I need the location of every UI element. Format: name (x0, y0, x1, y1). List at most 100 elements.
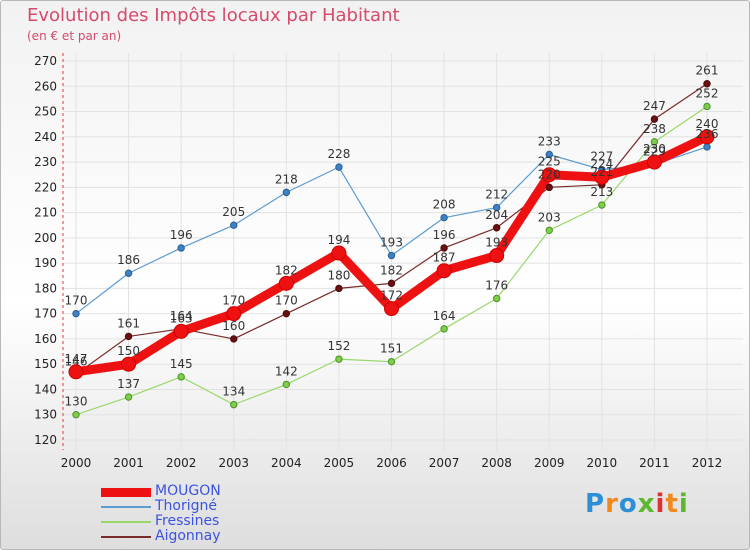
y-tick-label: 180 (34, 281, 57, 295)
data-point (226, 306, 242, 322)
data-label: 220 (538, 167, 561, 181)
data-label: 161 (117, 316, 140, 330)
data-label: 182 (380, 263, 403, 277)
data-label: 164 (433, 309, 456, 323)
y-tick-label: 190 (34, 256, 57, 270)
data-label: 194 (327, 233, 350, 247)
data-label: 187 (433, 251, 456, 265)
x-tick-label: 2000 (61, 456, 92, 470)
x-tick-label: 2004 (271, 456, 302, 470)
logo-letter: P (585, 489, 606, 519)
data-label: 203 (538, 210, 561, 224)
data-point (68, 364, 84, 380)
data-point (72, 411, 80, 419)
y-tick-label: 140 (34, 382, 57, 396)
y-tick-label: 240 (34, 130, 57, 144)
data-point (598, 201, 606, 209)
legend-swatch (101, 488, 151, 497)
data-label: 227 (590, 150, 613, 164)
data-point (177, 373, 185, 381)
data-label: 224 (590, 157, 613, 171)
data-label: 134 (222, 385, 245, 399)
data-label: 172 (380, 289, 403, 303)
data-label: 130 (65, 395, 88, 409)
data-label: 238 (643, 122, 666, 136)
data-point (331, 245, 347, 261)
data-point (282, 309, 291, 318)
data-point (699, 129, 715, 145)
legend-swatch (101, 536, 151, 538)
data-point (650, 115, 659, 123)
chart-title: Evolution des Impôts locaux par Habitant (27, 5, 400, 26)
data-point (230, 221, 238, 229)
data-point (646, 154, 662, 170)
data-point (492, 294, 501, 303)
data-label: 204 (485, 208, 508, 222)
data-label: 147 (65, 352, 88, 366)
data-point (387, 251, 396, 260)
data-point (230, 400, 238, 409)
logo-letter: x (637, 489, 656, 519)
data-label: 151 (380, 342, 403, 356)
data-label: 213 (590, 185, 613, 199)
data-point (124, 269, 133, 277)
data-label: 221 (590, 165, 613, 179)
data-point (387, 279, 396, 288)
data-point (440, 325, 448, 333)
x-tick-label: 2007 (429, 456, 460, 470)
data-label: 229 (643, 145, 666, 159)
y-tick-label: 130 (34, 408, 57, 422)
data-label: 176 (485, 279, 508, 293)
data-point (335, 284, 343, 293)
y-tick-label: 120 (34, 433, 57, 447)
data-point (282, 380, 291, 389)
y-tick-label: 160 (34, 332, 57, 346)
data-label: 196 (170, 228, 193, 242)
data-label: 205 (222, 205, 245, 219)
data-point (335, 355, 343, 363)
data-label: 170 (222, 294, 245, 308)
y-tick-label: 270 (34, 54, 57, 68)
data-label: 180 (327, 268, 350, 282)
data-point (703, 143, 711, 151)
data-point (387, 357, 396, 366)
data-point (436, 263, 452, 279)
x-tick-label: 2002 (166, 456, 197, 470)
legend-label: MOUGON (155, 483, 221, 499)
data-point (173, 323, 189, 339)
y-tick-label: 220 (34, 180, 57, 194)
data-point (230, 335, 238, 343)
data-label: 137 (117, 377, 140, 391)
data-label: 145 (170, 357, 193, 371)
data-point (492, 224, 501, 232)
data-label: 225 (538, 155, 561, 169)
data-point (282, 188, 291, 197)
y-tick-label: 230 (34, 155, 57, 169)
data-label: 212 (485, 188, 508, 202)
data-point (177, 244, 185, 252)
data-point (703, 102, 711, 111)
data-label: 182 (275, 263, 298, 277)
x-tick-label: 2003 (218, 456, 249, 470)
data-label: 142 (275, 364, 298, 378)
data-point (124, 393, 133, 401)
y-tick-label: 200 (34, 231, 57, 245)
data-label: 163 (170, 311, 193, 325)
data-point (594, 169, 610, 185)
data-point (489, 248, 505, 264)
legend-label: Thorigné (155, 498, 218, 514)
data-label: 252 (696, 86, 719, 100)
data-label: 164 (170, 309, 193, 323)
y-tick-label: 170 (34, 307, 57, 321)
data-point (440, 213, 448, 222)
data-point (124, 332, 133, 341)
data-label: 193 (485, 236, 508, 250)
data-label: 196 (433, 228, 456, 242)
data-label: 170 (65, 294, 88, 308)
legend-swatch (101, 506, 151, 508)
x-tick-label: 2011 (639, 456, 670, 470)
chart-subtitle: (en € et par an) (27, 29, 122, 43)
data-point (492, 203, 501, 212)
x-tick-label: 2009 (534, 456, 565, 470)
